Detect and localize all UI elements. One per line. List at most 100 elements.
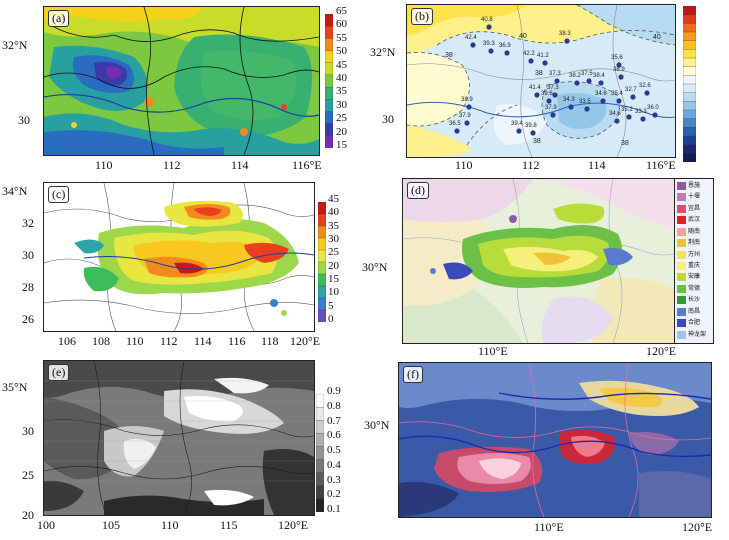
panel-c-colorbar-swatch (318, 225, 326, 239)
panel-d-xtick-0: 110°E (478, 344, 508, 358)
station-marker (652, 112, 658, 118)
station-marker (488, 48, 494, 54)
contour-label: 38 (445, 52, 453, 59)
panel-c-colorbar-swatch (318, 237, 326, 251)
station-marker (454, 128, 460, 134)
panel-c-colorbar-swatch (318, 273, 326, 287)
legend-label: 荆南 (688, 239, 701, 247)
station-marker (568, 104, 574, 110)
panel-d-map: (d) (402, 178, 676, 344)
panel-b-colorbar (683, 6, 696, 162)
legend-label: 长沙 (688, 296, 701, 304)
panel-c: (c) 34°N 32 30 28 26 106 108 110 112 114… (0, 178, 364, 354)
panel-c-ytick-1: 32 (22, 216, 34, 230)
panel-c-colorbar-swatch (318, 297, 326, 311)
station-value: 33.5 (579, 99, 591, 105)
panel-e-xtick-2: 110 (161, 518, 179, 532)
station-value: 35.6 (611, 55, 623, 61)
panel-a-colorbar-label: 40 (336, 72, 347, 84)
panel-e-colorbar-swatch (316, 433, 324, 448)
panel-a-field (44, 7, 319, 155)
panel-a-ytick-0: 32°N (2, 38, 28, 52)
panel-c-colorbar-label: 5 (328, 299, 334, 312)
panel-e-colorbar-label: 0.8 (327, 399, 341, 412)
panel-b-xtick-3: 116°E (646, 158, 676, 172)
panel-c-colorbar-label: 30 (328, 233, 339, 245)
station-marker (550, 112, 556, 118)
panel-a-colorbar-swatch (325, 26, 333, 40)
station-marker (530, 130, 536, 136)
panel-c-map: (c) (43, 182, 315, 332)
station-marker (552, 92, 558, 98)
panel-a-colorbar-swatch (325, 74, 333, 88)
panel-b-xtick-2: 114 (588, 158, 606, 172)
panel-b-colorbar-swatch (683, 92, 696, 102)
panel-a-colorbar-label: 15 (336, 139, 347, 151)
panel-e-colorbar-label: 0.9 (327, 385, 341, 397)
panel-b-colorbar-swatch (683, 118, 696, 128)
station-marker (534, 92, 540, 98)
panel-c-colorbar-label: 35 (328, 219, 339, 232)
panel-c-xtick-5: 116 (228, 334, 246, 348)
panel-a-xtick-1: 112 (163, 158, 181, 172)
legend-swatch (677, 262, 686, 270)
panel-d-legend: 恩施 十堰 宜昌 武汉 随南 荆南 万州 重庆 安康 常德 长沙 南昌 合肥 神龙架 (674, 178, 714, 344)
panel-a-colorbar-label: 60 (336, 18, 347, 31)
panel-b-colorbar-swatch (683, 23, 696, 33)
panel-a-colorbar-label: 30 (336, 98, 347, 111)
station-value: 36.0 (647, 105, 659, 111)
station-value: 33.3 (635, 109, 647, 115)
panel-e-colorbar-swatch (316, 498, 324, 512)
panel-c-colorbar-swatch (318, 249, 326, 263)
station-marker (554, 78, 560, 84)
panel-a-colorbar-label: 55 (336, 31, 347, 44)
panel-b-colorbar-swatch (683, 109, 696, 120)
panel-a-colorbar (325, 14, 333, 148)
panel-c-colorbar-swatch (318, 213, 326, 227)
panel-a-colorbar-label: 65 (336, 5, 347, 17)
panel-a-colorbar-swatch (325, 86, 333, 100)
panel-c-colorbar-label: 0 (328, 313, 334, 325)
station-value: 38.3 (559, 31, 571, 37)
station-value: 37.9 (545, 105, 557, 111)
legend-label: 万州 (688, 250, 701, 258)
legend-label: 恩施 (688, 182, 701, 189)
station-value: 34.3 (563, 97, 575, 103)
panel-a-colorbar-label: 45 (336, 58, 347, 71)
panel-d-xtick-1: 120°E (646, 344, 677, 358)
panel-d-label: (d) (407, 182, 429, 199)
station-marker (630, 94, 636, 100)
panel-e-xtick-3: 115 (220, 518, 238, 532)
station-marker (616, 98, 622, 104)
panel-c-xtick-2: 110 (126, 334, 144, 348)
station-value: 35.4 (611, 91, 623, 97)
panel-a-colorbar-swatch (325, 38, 333, 52)
panel-c-colorbar-label: 45 (328, 193, 339, 205)
panel-a-colorbar-swatch (325, 14, 333, 27)
contour-label: 40 (653, 34, 661, 41)
panel-b-colorbar-swatch (683, 49, 696, 59)
station-value: 37.5 (581, 71, 593, 77)
legend-swatch (677, 239, 686, 248)
station-marker (598, 80, 604, 86)
panel-a-colorbar-swatch (325, 62, 333, 76)
station-marker (542, 60, 548, 66)
panel-b-ytick-0: 32°N (370, 45, 396, 59)
station-marker (586, 78, 592, 84)
panel-b-colorbar-swatch (683, 31, 696, 42)
panel-c-ytick-4: 26 (22, 312, 34, 326)
panel-a-colorbar-label: 25 (336, 112, 347, 125)
panel-c-colorbar-label: 40 (328, 206, 339, 219)
panel-b-xtick-0: 110 (455, 158, 473, 172)
panel-b-colorbar-swatch (683, 66, 696, 76)
panel-b-ytick-1: 30 (382, 112, 394, 126)
panel-e-ytick-1: 30 (22, 424, 34, 438)
legend-label: 宜昌 (688, 204, 701, 212)
station-value: 40.8 (481, 17, 493, 23)
panel-e: (e) 35°N 30 25 20 100 105 110 115 120°E … (0, 354, 364, 540)
panel-c-colorbar-label: 25 (328, 246, 339, 259)
panel-c-colorbar (318, 202, 326, 322)
station-value: 37.9 (459, 113, 471, 119)
station-marker (470, 42, 476, 48)
station-value: 41.2 (537, 53, 549, 59)
